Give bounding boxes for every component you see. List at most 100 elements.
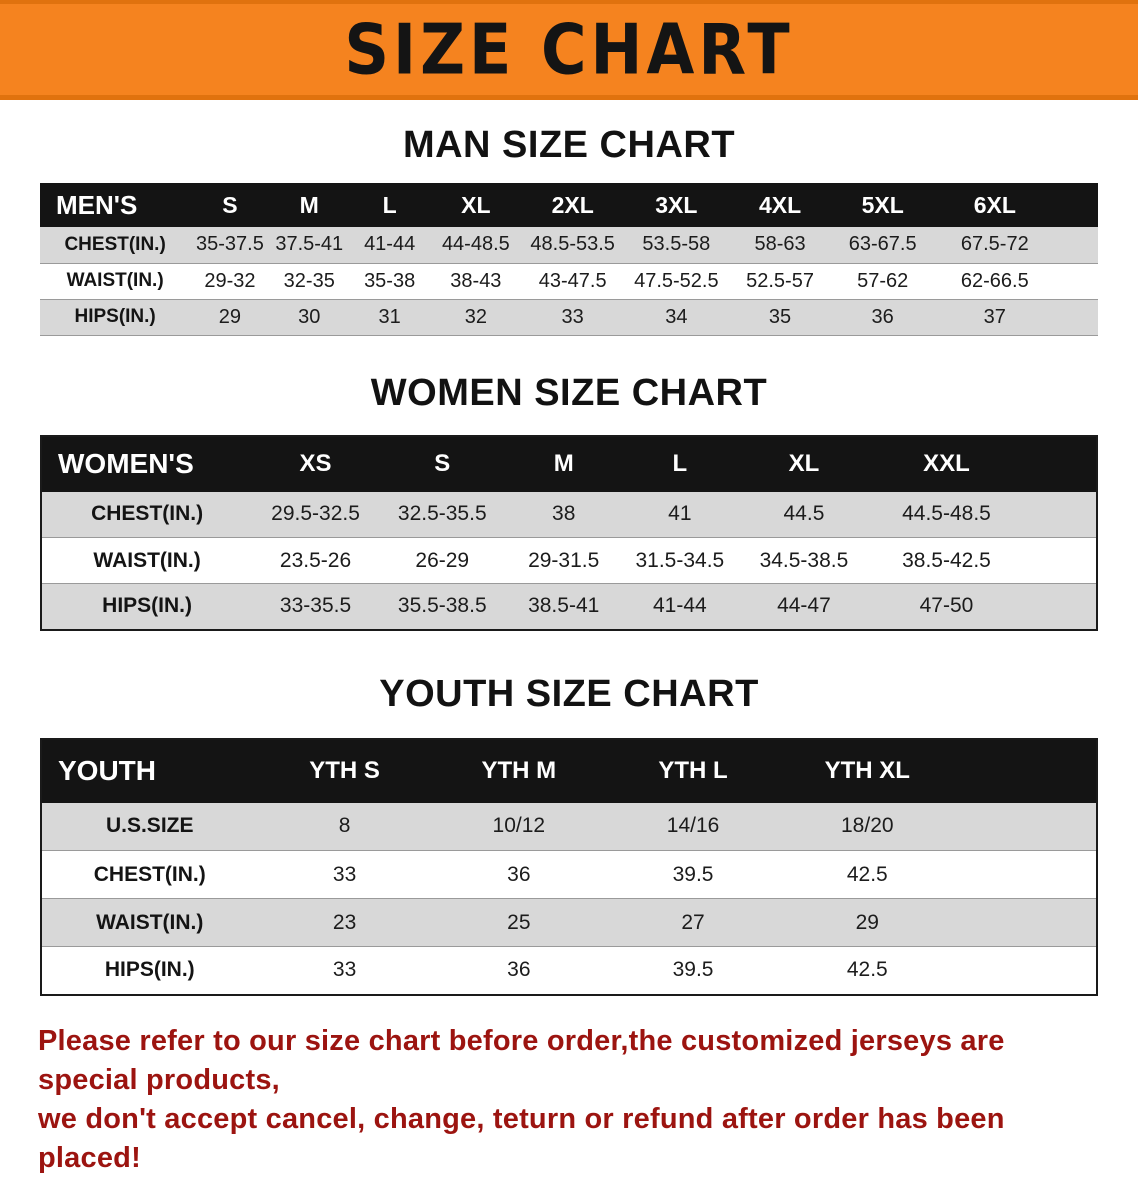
table-row: U.S.SIZE 8 10/12 14/16 18/20 xyxy=(41,803,1097,851)
women-table-label: WOMEN'S xyxy=(41,436,252,492)
column-header: S xyxy=(379,436,506,492)
table-row: HIPS(IN.) 33-35.5 35.5-38.5 38.5-41 41-4… xyxy=(41,584,1097,630)
size-value: 29-31.5 xyxy=(506,538,622,584)
size-value: 58-63 xyxy=(729,227,832,263)
column-header: L xyxy=(349,183,430,227)
size-value: 39.5 xyxy=(606,851,780,899)
column-header: YTH XL xyxy=(780,739,954,803)
size-value: 43-47.5 xyxy=(521,263,624,299)
size-value: 34 xyxy=(624,299,729,335)
row-label: CHEST(IN.) xyxy=(41,851,257,899)
size-value: 52.5-57 xyxy=(729,263,832,299)
size-value: 44.5 xyxy=(738,492,870,538)
size-chart-banner: SIZE CHART xyxy=(0,0,1138,100)
size-value: 63-67.5 xyxy=(831,227,934,263)
column-header: 4XL xyxy=(729,183,832,227)
filler-cell xyxy=(1023,538,1097,584)
row-label: CHEST(IN.) xyxy=(41,492,252,538)
size-value: 31 xyxy=(349,299,430,335)
filler-cell xyxy=(1023,436,1097,492)
row-label: WAIST(IN.) xyxy=(40,263,190,299)
table-row: HIPS(IN.) 29 30 31 32 33 34 35 36 37 xyxy=(40,299,1098,335)
table-row: CHEST(IN.) 35-37.5 37.5-41 41-44 44-48.5… xyxy=(40,227,1098,263)
size-value: 35-37.5 xyxy=(190,227,269,263)
size-value: 38.5-41 xyxy=(506,584,622,630)
size-value: 38 xyxy=(506,492,622,538)
youth-section-title: YOUTH SIZE CHART xyxy=(0,673,1138,716)
men-section-title: MAN SIZE CHART xyxy=(0,124,1138,167)
row-label: HIPS(IN.) xyxy=(41,584,252,630)
size-value: 44-48.5 xyxy=(430,227,521,263)
size-value: 42.5 xyxy=(780,851,954,899)
size-value: 35 xyxy=(729,299,832,335)
size-value: 33 xyxy=(257,947,431,995)
size-value: 38.5-42.5 xyxy=(870,538,1023,584)
size-value: 32 xyxy=(430,299,521,335)
size-value: 30 xyxy=(270,299,349,335)
size-value: 25 xyxy=(432,899,606,947)
column-header: YTH L xyxy=(606,739,780,803)
men-table-label: MEN'S xyxy=(40,183,190,227)
filler-cell xyxy=(954,899,1097,947)
size-value: 27 xyxy=(606,899,780,947)
table-row: HIPS(IN.) 33 36 39.5 42.5 xyxy=(41,947,1097,995)
size-value: 29-32 xyxy=(190,263,269,299)
column-header: M xyxy=(270,183,349,227)
size-value: 57-62 xyxy=(831,263,934,299)
size-value: 36 xyxy=(831,299,934,335)
size-value: 37.5-41 xyxy=(270,227,349,263)
size-value: 32.5-35.5 xyxy=(379,492,506,538)
column-header: M xyxy=(506,436,622,492)
row-label: U.S.SIZE xyxy=(41,803,257,851)
men-header-row: MEN'S S M L XL 2XL 3XL 4XL 5XL 6XL xyxy=(40,183,1098,227)
size-value: 35-38 xyxy=(349,263,430,299)
size-value: 23 xyxy=(257,899,431,947)
size-value: 29 xyxy=(190,299,269,335)
filler-cell xyxy=(1023,584,1097,630)
youth-size-table: YOUTH YTH S YTH M YTH L YTH XL U.S.SIZE … xyxy=(40,738,1098,996)
size-value: 31.5-34.5 xyxy=(622,538,738,584)
size-value: 33-35.5 xyxy=(252,584,379,630)
table-row: CHEST(IN.) 29.5-32.5 32.5-35.5 38 41 44.… xyxy=(41,492,1097,538)
women-section-title: WOMEN SIZE CHART xyxy=(0,372,1138,415)
men-size-table: MEN'S S M L XL 2XL 3XL 4XL 5XL 6XL CHEST… xyxy=(40,183,1098,336)
size-value: 29.5-32.5 xyxy=(252,492,379,538)
youth-section: YOUTH SIZE CHART YOUTH YTH S YTH M YTH L… xyxy=(0,673,1138,996)
filler-cell xyxy=(1056,299,1098,335)
column-header: YTH S xyxy=(257,739,431,803)
size-value: 53.5-58 xyxy=(624,227,729,263)
filler-cell xyxy=(954,851,1097,899)
size-value: 14/16 xyxy=(606,803,780,851)
size-value: 67.5-72 xyxy=(934,227,1056,263)
size-value: 32-35 xyxy=(270,263,349,299)
table-row: CHEST(IN.) 33 36 39.5 42.5 xyxy=(41,851,1097,899)
notice-line-2: we don't accept cancel, change, teturn o… xyxy=(38,1100,1100,1178)
table-row: WAIST(IN.) 29-32 32-35 35-38 38-43 43-47… xyxy=(40,263,1098,299)
size-value: 33 xyxy=(521,299,624,335)
women-section: WOMEN SIZE CHART WOMEN'S XS S M L XL XXL xyxy=(0,372,1138,631)
size-chart-title: SIZE CHART xyxy=(344,9,793,91)
size-value: 44-47 xyxy=(738,584,870,630)
column-header: XL xyxy=(430,183,521,227)
filler-cell xyxy=(1056,263,1098,299)
size-value: 37 xyxy=(934,299,1056,335)
column-header: XL xyxy=(738,436,870,492)
men-section: MAN SIZE CHART MEN'S S M L XL 2XL 3XL 4X… xyxy=(0,124,1138,336)
column-header: S xyxy=(190,183,269,227)
size-value: 42.5 xyxy=(780,947,954,995)
youth-table-label: YOUTH xyxy=(41,739,257,803)
row-label: HIPS(IN.) xyxy=(40,299,190,335)
size-value: 48.5-53.5 xyxy=(521,227,624,263)
column-header: YTH M xyxy=(432,739,606,803)
filler-cell xyxy=(1056,227,1098,263)
row-label: CHEST(IN.) xyxy=(40,227,190,263)
size-value: 35.5-38.5 xyxy=(379,584,506,630)
size-value: 39.5 xyxy=(606,947,780,995)
size-value: 36 xyxy=(432,851,606,899)
size-value: 36 xyxy=(432,947,606,995)
size-value: 8 xyxy=(257,803,431,851)
size-value: 41-44 xyxy=(349,227,430,263)
women-size-table: WOMEN'S XS S M L XL XXL CHEST(IN.) 29.5-… xyxy=(40,435,1098,631)
column-header: L xyxy=(622,436,738,492)
